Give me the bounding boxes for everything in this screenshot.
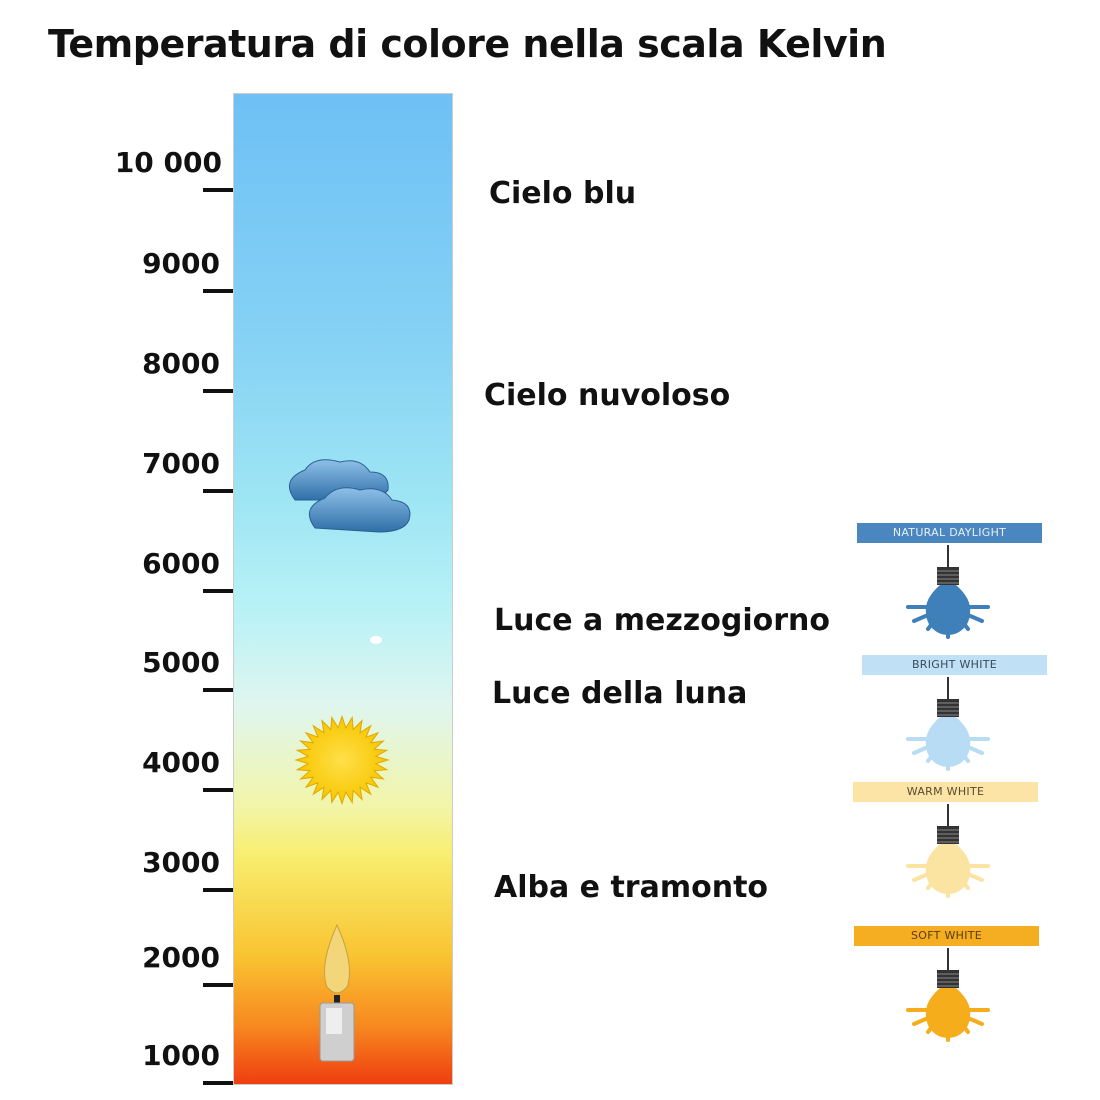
tick-label: 4000	[142, 746, 220, 779]
tick-mark	[203, 389, 233, 393]
page-title: Temperatura di colore nella scala Kelvin	[48, 22, 887, 66]
bulb-icon	[906, 677, 990, 771]
tick-label: 7000	[142, 447, 220, 480]
tick-label: 5000	[142, 646, 220, 679]
tick-label: 8000	[142, 347, 220, 380]
tick-label: 2000	[142, 941, 220, 974]
moon-dot	[370, 636, 382, 644]
tick-mark	[203, 788, 233, 792]
bulb-label: SOFT WHITE	[854, 926, 1039, 946]
bulb-icon	[906, 545, 990, 639]
tick-mark	[203, 289, 233, 293]
tick-mark	[203, 983, 233, 987]
label-alba-tramonto: Alba e tramonto	[494, 870, 769, 905]
tick-mark	[203, 888, 233, 892]
kelvin-gradient-bar	[233, 93, 453, 1085]
label-cielo-blu: Cielo blu	[489, 176, 637, 211]
tick-label: 9000	[142, 247, 220, 280]
candle-icon	[319, 923, 355, 1062]
label-luce-mezzogiorno: Luce a mezzogiorno	[494, 603, 831, 638]
sun-icon	[294, 714, 390, 806]
tick-label: 1000	[142, 1039, 220, 1072]
bulb-label: NATURAL DAYLIGHT	[857, 523, 1042, 543]
bulb-icon	[906, 804, 990, 898]
cloud-icon	[288, 459, 411, 533]
bulb-label: WARM WHITE	[853, 782, 1038, 802]
tick-label: 6000	[142, 547, 220, 580]
bulb-icon	[906, 948, 990, 1042]
label-luce-luna: Luce della luna	[492, 676, 748, 711]
tick-mark	[203, 489, 233, 493]
tick-mark	[203, 1081, 233, 1085]
tick-mark	[203, 688, 233, 692]
label-cielo-nuvoloso: Cielo nuvoloso	[484, 378, 731, 413]
tick-label: 10 000	[114, 146, 222, 179]
bulb-label: BRIGHT WHITE	[862, 655, 1047, 675]
tick-mark	[203, 589, 233, 593]
tick-mark	[203, 188, 233, 192]
tick-label: 3000	[142, 846, 220, 879]
